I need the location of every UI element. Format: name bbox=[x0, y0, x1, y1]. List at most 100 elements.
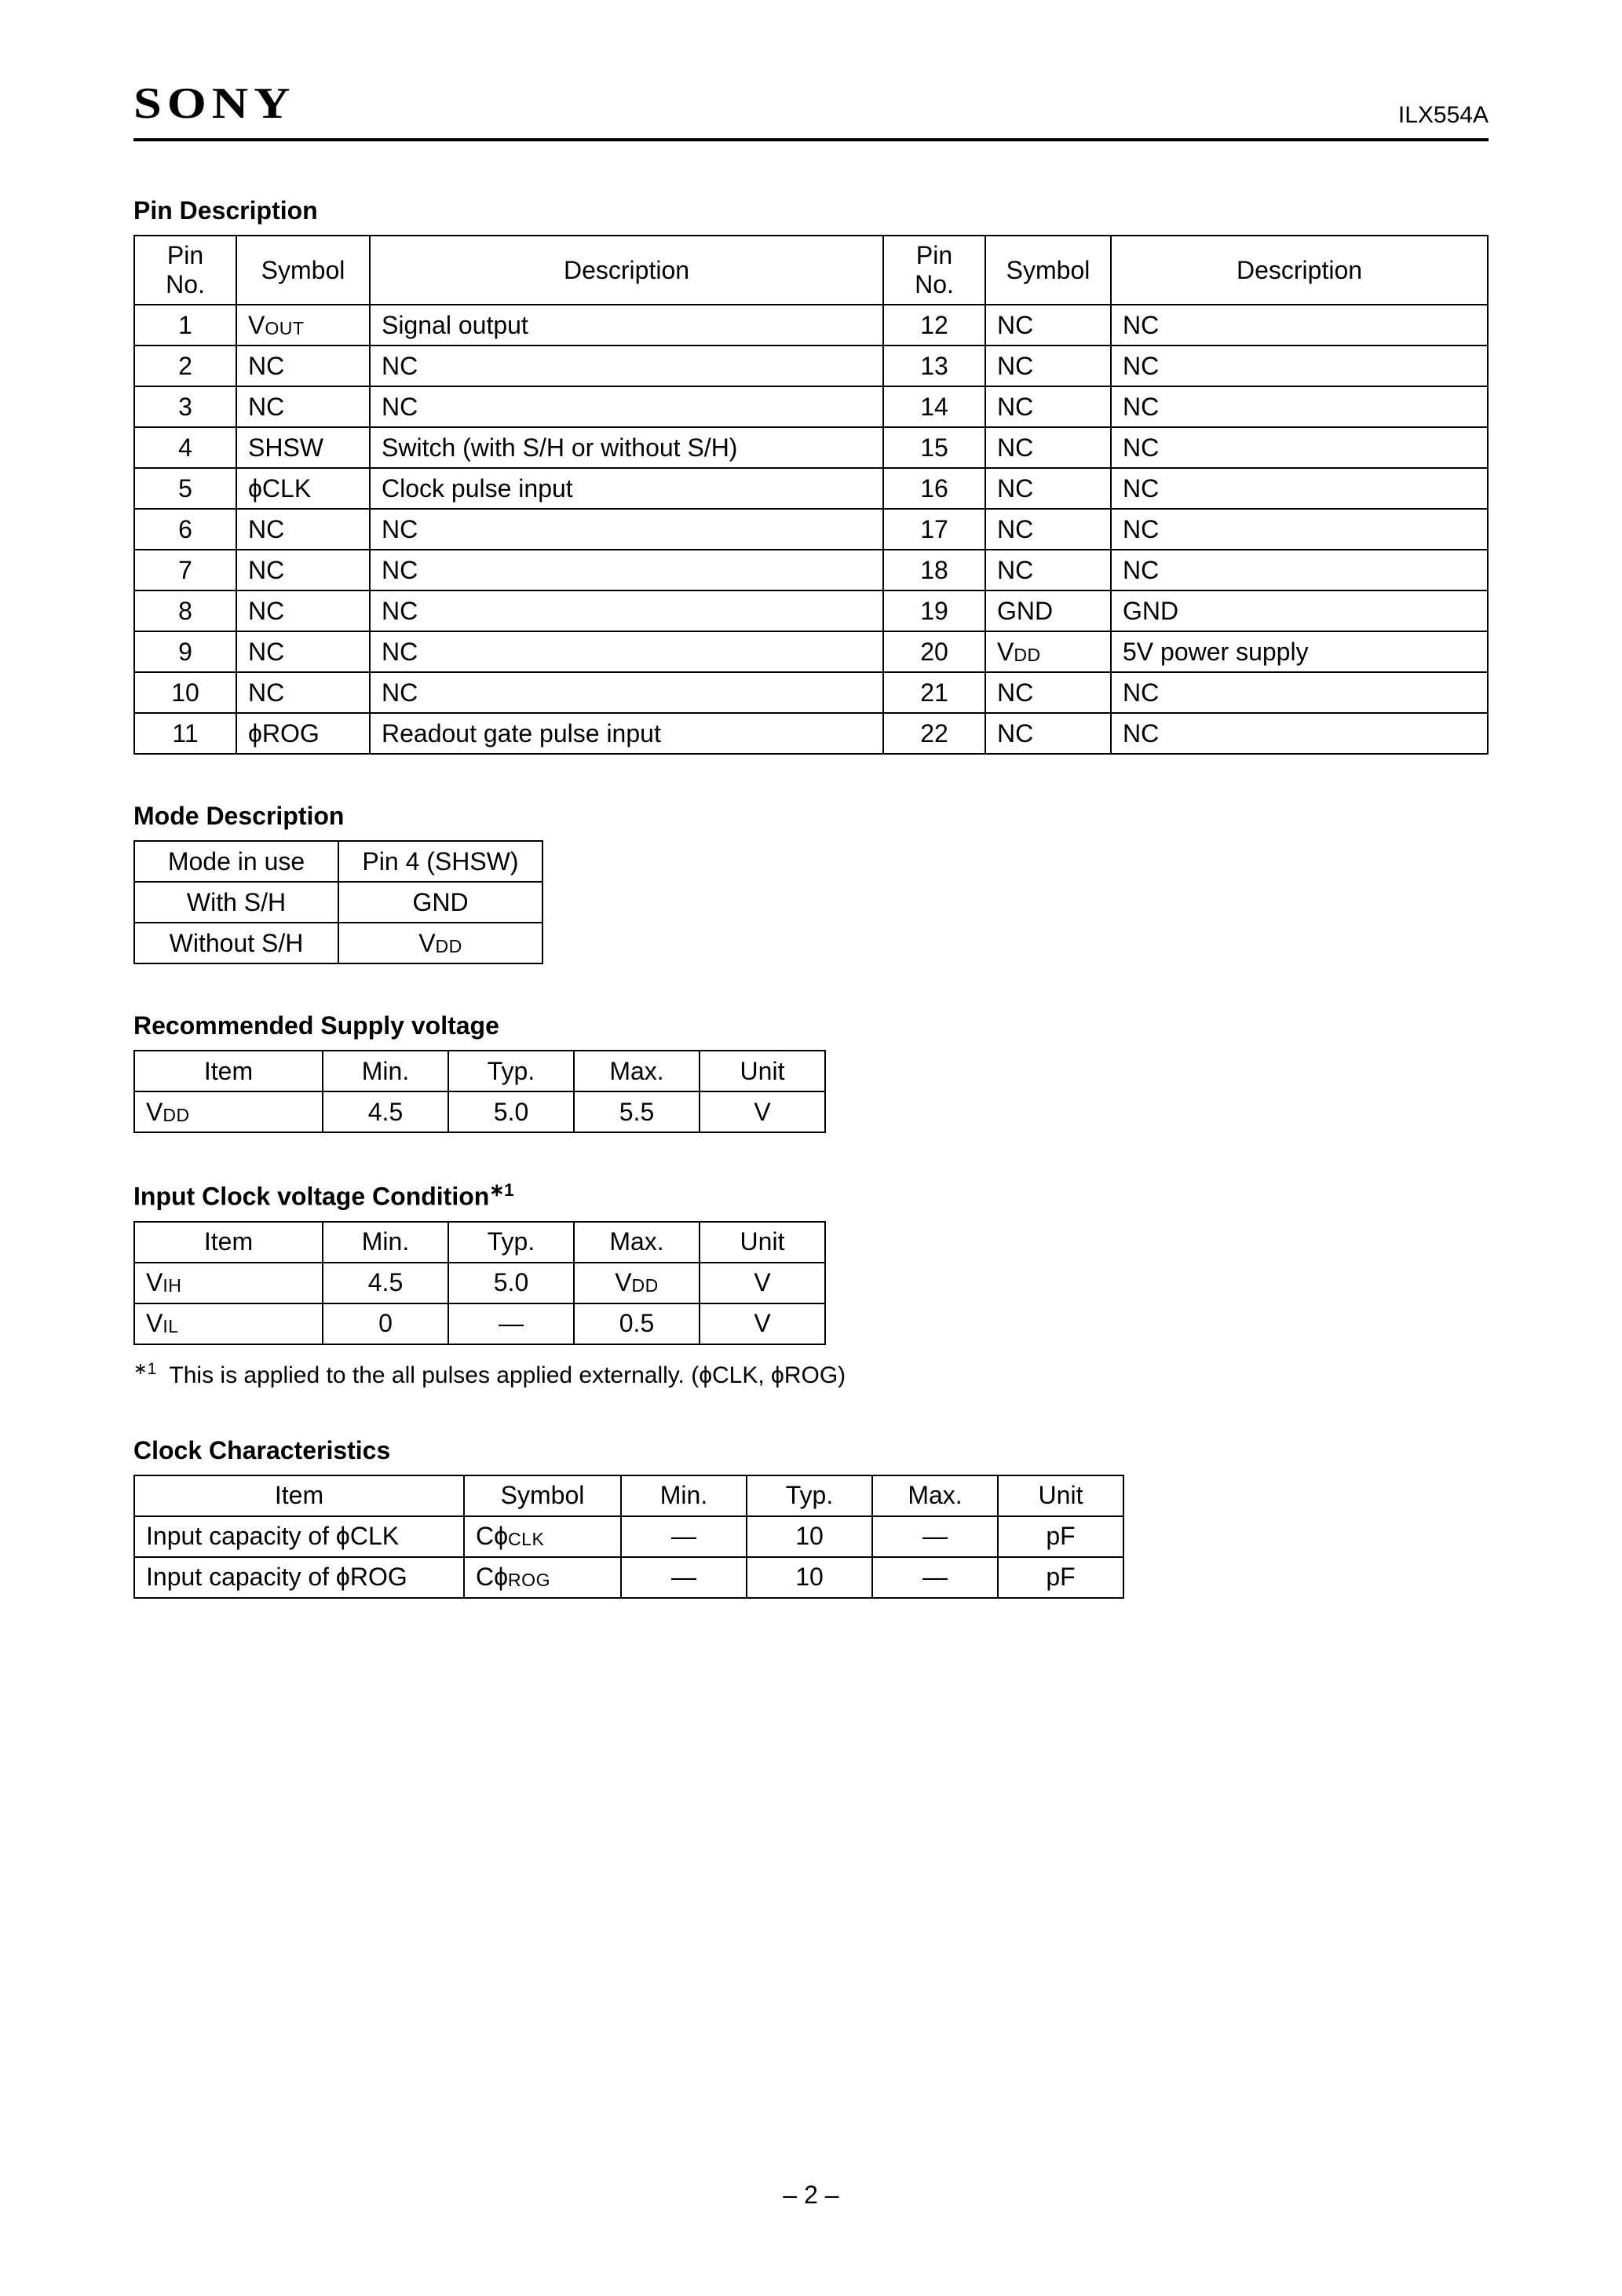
cell-description: Signal output bbox=[370, 305, 883, 345]
col-max: Max. bbox=[872, 1475, 998, 1516]
clock-characteristics-table: Item Symbol Min. Typ. Max. Unit Input ca… bbox=[133, 1475, 1124, 1599]
cell-unit: pF bbox=[998, 1557, 1123, 1598]
cell-symbol: NC bbox=[985, 713, 1111, 754]
cell-description: NC bbox=[1111, 345, 1488, 386]
col-symbol: Symbol bbox=[236, 236, 370, 305]
supply-voltage-body: VDD4.55.05.5V bbox=[134, 1091, 825, 1132]
cell-typ: — bbox=[448, 1303, 574, 1344]
table-row: VIL0—0.5V bbox=[134, 1303, 825, 1344]
cell-pin-no: 14 bbox=[883, 386, 985, 427]
cell-item: Input capacity of ϕCLK bbox=[134, 1516, 464, 1557]
mode-description-table: Mode in use Pin 4 (SHSW) With S/HGNDWith… bbox=[133, 840, 543, 964]
col-unit: Unit bbox=[998, 1475, 1123, 1516]
cell-symbol: SHSW bbox=[236, 427, 370, 468]
cell-symbol: NC bbox=[985, 427, 1111, 468]
page-number: – 2 – bbox=[0, 2181, 1622, 2210]
cell-pin-no: 20 bbox=[883, 631, 985, 672]
col-typ: Typ. bbox=[747, 1475, 872, 1516]
cell-symbol: NC bbox=[985, 672, 1111, 713]
cell-symbol: NC bbox=[236, 345, 370, 386]
cell-description: NC bbox=[1111, 386, 1488, 427]
cell-description: NC bbox=[370, 386, 883, 427]
cell-typ: 5.0 bbox=[448, 1091, 574, 1132]
brand-logo: SONY bbox=[133, 79, 296, 129]
cell-symbol: ϕROG bbox=[236, 713, 370, 754]
cell-pin-no: 3 bbox=[134, 386, 236, 427]
cell-min: — bbox=[621, 1516, 747, 1557]
cell-symbol: ϕCLK bbox=[236, 468, 370, 509]
cell-item: VIH bbox=[134, 1263, 323, 1303]
cell-item: Input capacity of ϕROG bbox=[134, 1557, 464, 1598]
cell-symbol: NC bbox=[236, 509, 370, 550]
cell-description: NC bbox=[1111, 672, 1488, 713]
cell-description: NC bbox=[370, 672, 883, 713]
cell-description: NC bbox=[370, 345, 883, 386]
cell-symbol: NC bbox=[236, 631, 370, 672]
table-row: 7NCNC18NCNC bbox=[134, 550, 1488, 590]
pin-description-body: 1VOUTSignal output12NCNC2NCNC13NCNC3NCNC… bbox=[134, 305, 1488, 754]
cell-pin-no: 6 bbox=[134, 509, 236, 550]
col-pin-no: Pin No. bbox=[883, 236, 985, 305]
col-min: Min. bbox=[323, 1222, 448, 1263]
col-symbol: Symbol bbox=[985, 236, 1111, 305]
cell-symbol: VDD bbox=[985, 631, 1111, 672]
cell-description: Readout gate pulse input bbox=[370, 713, 883, 754]
cell-pin-no: 2 bbox=[134, 345, 236, 386]
clock-characteristics-body: Input capacity of ϕCLKCϕCLK—10—pFInput c… bbox=[134, 1516, 1123, 1598]
cell-description: NC bbox=[370, 590, 883, 631]
col-unit: Unit bbox=[700, 1222, 825, 1263]
cell-min: 4.5 bbox=[323, 1263, 448, 1303]
cell-symbol: NC bbox=[985, 305, 1111, 345]
table-header-row: Item Min. Typ. Max. Unit bbox=[134, 1051, 825, 1091]
cell-pin-no: 10 bbox=[134, 672, 236, 713]
cell-description: Clock pulse input bbox=[370, 468, 883, 509]
table-row: Input capacity of ϕROGCϕROG—10—pF bbox=[134, 1557, 1123, 1598]
col-item: Item bbox=[134, 1051, 323, 1091]
cell-typ: 10 bbox=[747, 1557, 872, 1598]
cell-description: NC bbox=[1111, 713, 1488, 754]
cell-item: VDD bbox=[134, 1091, 323, 1132]
input-clock-body: VIH4.55.0VDDVVIL0—0.5V bbox=[134, 1263, 825, 1344]
cell-pin-no: 9 bbox=[134, 631, 236, 672]
table-row: 5ϕCLKClock pulse input16NCNC bbox=[134, 468, 1488, 509]
table-row: Input capacity of ϕCLKCϕCLK—10—pF bbox=[134, 1516, 1123, 1557]
input-clock-footnote: ∗1 This is applied to the all pulses app… bbox=[133, 1359, 1489, 1389]
col-description: Description bbox=[1111, 236, 1488, 305]
cell-symbol: NC bbox=[985, 550, 1111, 590]
cell-value: VDD bbox=[338, 923, 542, 963]
cell-symbol: NC bbox=[236, 590, 370, 631]
cell-pin-no: 5 bbox=[134, 468, 236, 509]
col-symbol: Symbol bbox=[464, 1475, 621, 1516]
cell-description: NC bbox=[370, 631, 883, 672]
table-row: 11ϕROGReadout gate pulse input22NCNC bbox=[134, 713, 1488, 754]
section-title-pin-description: Pin Description bbox=[133, 196, 1489, 225]
col-unit: Unit bbox=[700, 1051, 825, 1091]
cell-typ: 10 bbox=[747, 1516, 872, 1557]
cell-description: Switch (with S/H or without S/H) bbox=[370, 427, 883, 468]
pin-description-table: Pin No. Symbol Description Pin No. Symbo… bbox=[133, 235, 1489, 755]
table-row: 1VOUTSignal output12NCNC bbox=[134, 305, 1488, 345]
cell-unit: pF bbox=[998, 1516, 1123, 1557]
table-header-row: Item Symbol Min. Typ. Max. Unit bbox=[134, 1475, 1123, 1516]
page-header: SONY ILX554A bbox=[133, 79, 1489, 141]
cell-value: GND bbox=[338, 882, 542, 923]
table-row: With S/HGND bbox=[134, 882, 542, 923]
table-row: 10NCNC21NCNC bbox=[134, 672, 1488, 713]
cell-pin-no: 15 bbox=[883, 427, 985, 468]
table-row: 8NCNC19GNDGND bbox=[134, 590, 1488, 631]
cell-max: 0.5 bbox=[574, 1303, 700, 1344]
cell-pin-no: 18 bbox=[883, 550, 985, 590]
cell-unit: V bbox=[700, 1303, 825, 1344]
cell-description: NC bbox=[370, 550, 883, 590]
table-header-row: Pin No. Symbol Description Pin No. Symbo… bbox=[134, 236, 1488, 305]
cell-description: NC bbox=[1111, 468, 1488, 509]
table-row: 2NCNC13NCNC bbox=[134, 345, 1488, 386]
cell-symbol: CϕCLK bbox=[464, 1516, 621, 1557]
col-typ: Typ. bbox=[448, 1051, 574, 1091]
cell-symbol: NC bbox=[236, 550, 370, 590]
cell-unit: V bbox=[700, 1263, 825, 1303]
cell-symbol: CϕROG bbox=[464, 1557, 621, 1598]
col-mode: Mode in use bbox=[134, 841, 338, 882]
cell-description: NC bbox=[370, 509, 883, 550]
cell-description: NC bbox=[1111, 550, 1488, 590]
